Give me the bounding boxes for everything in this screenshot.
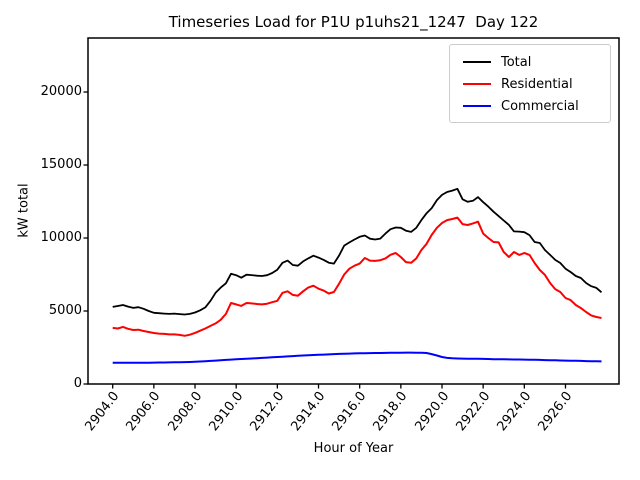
y-tick-label: 0 (73, 376, 82, 391)
total-line-swatch (463, 61, 491, 63)
commercial-line-swatch (463, 105, 491, 107)
legend: Total Residential Commercial (449, 44, 611, 123)
x-axis-label: Hour of Year (313, 441, 394, 456)
y-tick-label: 15000 (40, 157, 82, 172)
y-tick-label: 5000 (48, 303, 82, 318)
legend-item-residential: Residential (450, 73, 610, 95)
legend-item-commercial: Commercial (450, 95, 610, 117)
y-tick-label: 10000 (40, 230, 82, 245)
line-residential (112, 216, 602, 337)
legend-label-commercial: Commercial (501, 98, 579, 114)
data-lines (112, 187, 603, 364)
y-axis-label: kW total (16, 183, 32, 238)
line-commercial (112, 351, 602, 364)
legend-item-total: Total (450, 51, 610, 73)
legend-label-total: Total (501, 54, 532, 70)
axes-spines (87, 37, 620, 385)
residential-line-swatch (463, 83, 491, 85)
legend-label-residential: Residential (501, 76, 573, 92)
axis-ticks (83, 91, 567, 389)
chart-title: Timeseries Load for P1U p1uhs21_1247 Day… (168, 13, 539, 31)
line-total (112, 187, 603, 316)
y-tick-label: 20000 (40, 84, 82, 100)
